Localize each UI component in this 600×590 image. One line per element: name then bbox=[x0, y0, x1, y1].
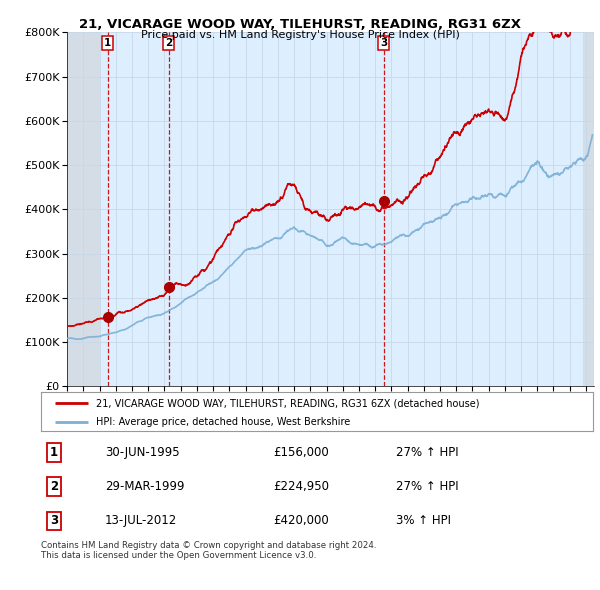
Text: 21, VICARAGE WOOD WAY, TILEHURST, READING, RG31 6ZX: 21, VICARAGE WOOD WAY, TILEHURST, READIN… bbox=[79, 18, 521, 31]
Text: 3: 3 bbox=[380, 38, 388, 48]
Text: Price paid vs. HM Land Registry's House Price Index (HPI): Price paid vs. HM Land Registry's House … bbox=[140, 30, 460, 40]
Text: Contains HM Land Registry data © Crown copyright and database right 2024.
This d: Contains HM Land Registry data © Crown c… bbox=[41, 541, 376, 560]
Text: £420,000: £420,000 bbox=[273, 514, 329, 527]
Text: 1: 1 bbox=[104, 38, 112, 48]
Text: 2: 2 bbox=[50, 480, 58, 493]
Text: 21, VICARAGE WOOD WAY, TILEHURST, READING, RG31 6ZX (detached house): 21, VICARAGE WOOD WAY, TILEHURST, READIN… bbox=[96, 398, 479, 408]
Text: £224,950: £224,950 bbox=[273, 480, 329, 493]
Bar bbox=[583, 32, 594, 386]
Text: HPI: Average price, detached house, West Berkshire: HPI: Average price, detached house, West… bbox=[96, 417, 350, 427]
Text: 27% ↑ HPI: 27% ↑ HPI bbox=[396, 446, 458, 459]
Text: 29-MAR-1999: 29-MAR-1999 bbox=[105, 480, 185, 493]
Text: £156,000: £156,000 bbox=[273, 446, 329, 459]
Text: 27% ↑ HPI: 27% ↑ HPI bbox=[396, 480, 458, 493]
Text: 30-JUN-1995: 30-JUN-1995 bbox=[105, 446, 179, 459]
Text: 3% ↑ HPI: 3% ↑ HPI bbox=[396, 514, 451, 527]
Text: 3: 3 bbox=[50, 514, 58, 527]
Text: 2: 2 bbox=[165, 38, 172, 48]
Bar bbox=[67, 32, 100, 386]
Text: 1: 1 bbox=[50, 446, 58, 459]
Text: 13-JUL-2012: 13-JUL-2012 bbox=[105, 514, 177, 527]
